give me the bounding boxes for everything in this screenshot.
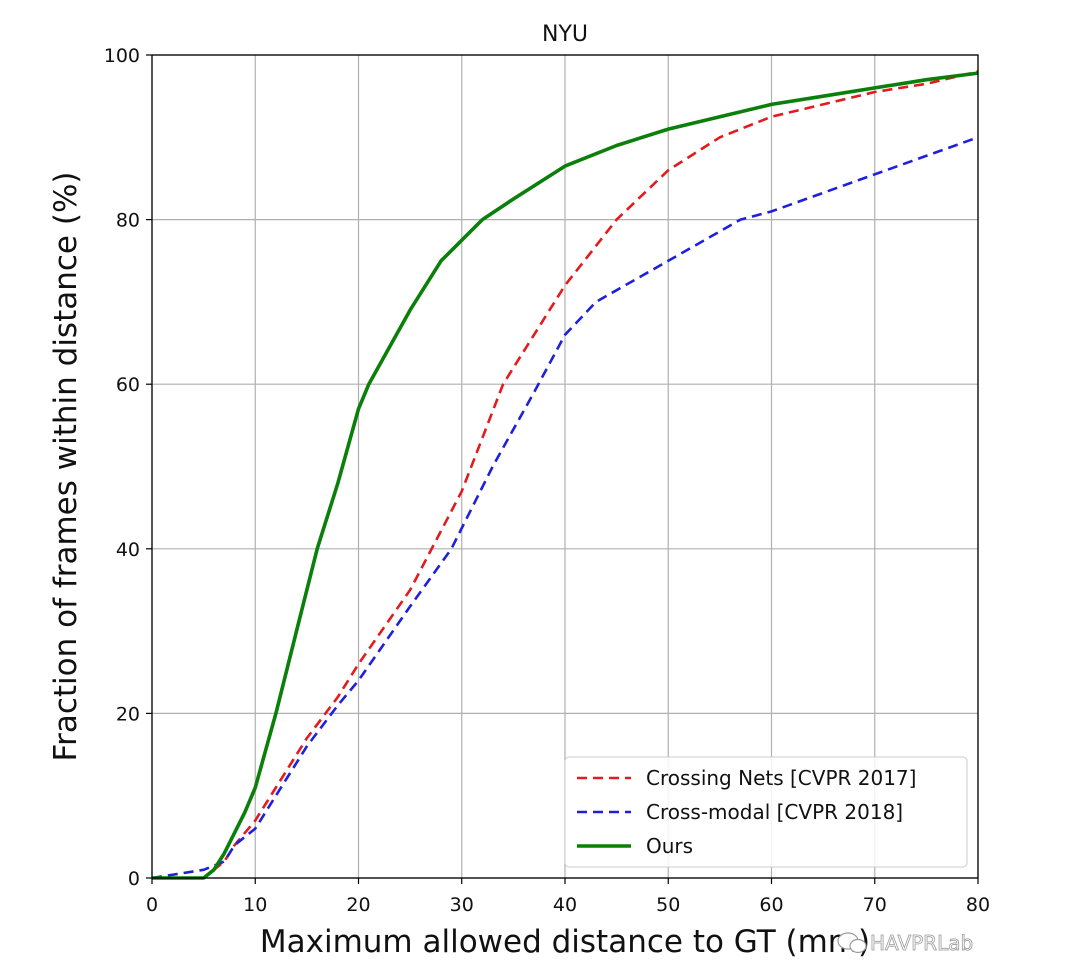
y-axis-title: Fraction of frames within distance (%) bbox=[48, 172, 84, 762]
x-tick-label: 60 bbox=[759, 894, 783, 916]
y-tick-label: 20 bbox=[116, 703, 140, 725]
y-tick-label: 80 bbox=[116, 210, 140, 232]
x-axis-title: Maximum allowed distance to GT (mm) bbox=[260, 924, 870, 960]
chat-bubble-icon bbox=[837, 932, 867, 954]
x-tick-label: 20 bbox=[346, 894, 370, 916]
x-tick-label: 0 bbox=[146, 894, 158, 916]
axis-ticks: 0 10 20 30 40 50 60 70 80 0 20 40 60 80 100 bbox=[104, 45, 990, 916]
x-tick-label: 10 bbox=[243, 894, 267, 916]
y-tick-label: 0 bbox=[128, 868, 140, 890]
chart-title: NYU bbox=[542, 22, 588, 47]
watermark: HAVPRLab bbox=[837, 931, 974, 955]
series-line-2 bbox=[151, 136, 979, 880]
x-tick-label: 40 bbox=[553, 894, 577, 916]
legend-label-1: Crossing Nets [CVPR 2017] bbox=[646, 766, 916, 790]
x-tick-label: 80 bbox=[966, 894, 990, 916]
series-line-3 bbox=[152, 71, 979, 880]
x-tick-label: 70 bbox=[863, 894, 887, 916]
legend: Crossing Nets [CVPR 2017] Cross-modal [CV… bbox=[564, 756, 968, 868]
y-tick-label: 60 bbox=[116, 374, 140, 396]
watermark-text: HAVPRLab bbox=[870, 931, 973, 955]
x-tick-label: 30 bbox=[450, 894, 474, 916]
y-tick-label: 100 bbox=[104, 45, 140, 67]
y-tick-label: 40 bbox=[116, 539, 140, 561]
series-layer bbox=[151, 70, 979, 880]
legend-box bbox=[564, 756, 968, 868]
x-tick-label: 50 bbox=[656, 894, 680, 916]
legend-label-2: Cross-modal [CVPR 2018] bbox=[646, 800, 903, 824]
legend-label-3: Ours bbox=[646, 834, 693, 858]
